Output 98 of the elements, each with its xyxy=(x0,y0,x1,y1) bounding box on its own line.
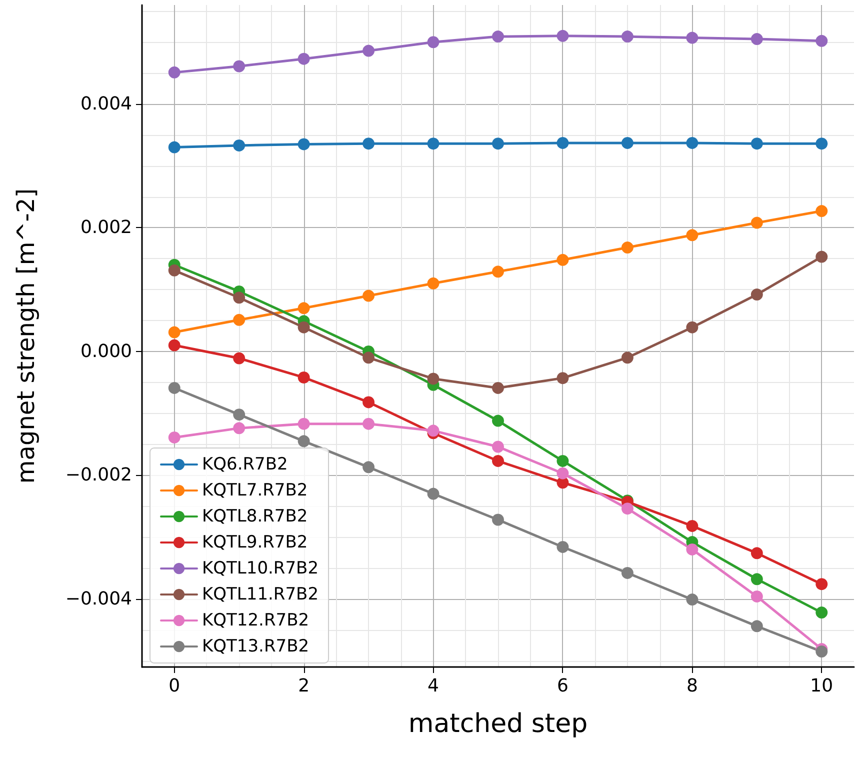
point xyxy=(362,290,375,302)
point xyxy=(298,435,310,448)
point xyxy=(686,594,698,606)
x-tick-label: 2 xyxy=(298,676,310,696)
y-tick-label: 0.000 xyxy=(80,340,132,362)
point xyxy=(298,371,310,384)
point xyxy=(168,141,180,154)
point xyxy=(621,502,634,515)
point xyxy=(233,314,246,326)
point xyxy=(233,422,246,434)
point xyxy=(298,302,310,314)
y-axis-title: magnet strength [m^-2] xyxy=(12,188,40,484)
point xyxy=(621,352,634,364)
point xyxy=(816,205,828,218)
point xyxy=(362,352,375,364)
legend-label: KQT13.R7B2 xyxy=(202,636,310,656)
point xyxy=(750,590,763,602)
legend-label: KQTL11.R7B2 xyxy=(202,584,319,604)
y-tick-label: −0.002 xyxy=(65,464,132,486)
point xyxy=(298,418,310,430)
y-tick-label: 0.002 xyxy=(80,217,132,238)
point xyxy=(233,60,246,72)
point xyxy=(816,606,828,619)
x-tick-label: 6 xyxy=(557,676,568,696)
point xyxy=(621,30,634,43)
point xyxy=(427,36,440,48)
point xyxy=(816,34,828,47)
point xyxy=(556,30,569,42)
point xyxy=(621,136,634,149)
point xyxy=(750,138,763,150)
point xyxy=(298,321,310,334)
point xyxy=(686,32,698,44)
point xyxy=(816,646,828,658)
point xyxy=(492,30,504,43)
x-tick-label: 4 xyxy=(428,676,439,696)
point xyxy=(427,372,440,385)
legend-label: KQ6.R7B2 xyxy=(202,454,288,474)
point xyxy=(298,138,310,150)
point xyxy=(427,277,440,290)
point xyxy=(750,573,763,586)
point xyxy=(816,578,828,590)
legend-label: KQTL8.R7B2 xyxy=(202,506,308,526)
point xyxy=(686,229,698,242)
point xyxy=(686,520,698,532)
point xyxy=(556,540,569,553)
legend-label: KQTL10.R7B2 xyxy=(202,558,319,578)
point xyxy=(686,543,698,556)
point xyxy=(427,138,440,150)
point xyxy=(492,266,504,278)
point xyxy=(492,454,504,467)
point xyxy=(168,264,180,276)
point xyxy=(686,136,698,149)
point xyxy=(556,136,569,149)
point xyxy=(427,488,440,500)
y-tick-label: 0.004 xyxy=(80,93,132,114)
point xyxy=(233,292,246,304)
x-tick-label: 0 xyxy=(168,676,180,696)
point xyxy=(492,514,504,526)
point xyxy=(362,461,375,474)
point xyxy=(492,382,504,394)
point xyxy=(556,454,569,467)
point xyxy=(750,547,763,560)
point xyxy=(686,321,698,334)
legend-label: KQT12.R7B2 xyxy=(202,610,310,630)
point xyxy=(362,44,375,57)
x-tick-label: 8 xyxy=(686,676,698,696)
point xyxy=(168,339,180,352)
point xyxy=(816,138,828,150)
legend-label: KQTL7.R7B2 xyxy=(202,480,308,500)
point xyxy=(233,408,246,421)
legend-label: KQTL9.R7B2 xyxy=(202,532,308,552)
point xyxy=(621,566,634,579)
point xyxy=(168,382,180,394)
point xyxy=(168,326,180,338)
point xyxy=(362,396,375,408)
point xyxy=(362,138,375,150)
point xyxy=(556,254,569,266)
point xyxy=(168,66,180,78)
point xyxy=(233,352,246,364)
point xyxy=(233,139,246,152)
point xyxy=(492,414,504,427)
point xyxy=(556,467,569,480)
point xyxy=(750,216,763,229)
point xyxy=(750,33,763,46)
point xyxy=(362,418,375,430)
point xyxy=(750,288,763,301)
point xyxy=(168,431,180,444)
point xyxy=(750,620,763,632)
x-tick-label: 10 xyxy=(810,676,834,696)
point xyxy=(492,138,504,150)
y-tick-label: −0.004 xyxy=(65,588,132,610)
point xyxy=(298,52,310,65)
point xyxy=(621,242,634,254)
point xyxy=(556,372,569,384)
point xyxy=(492,440,504,453)
point xyxy=(427,424,440,437)
x-axis-title: matched step xyxy=(408,709,588,739)
point xyxy=(816,250,828,263)
